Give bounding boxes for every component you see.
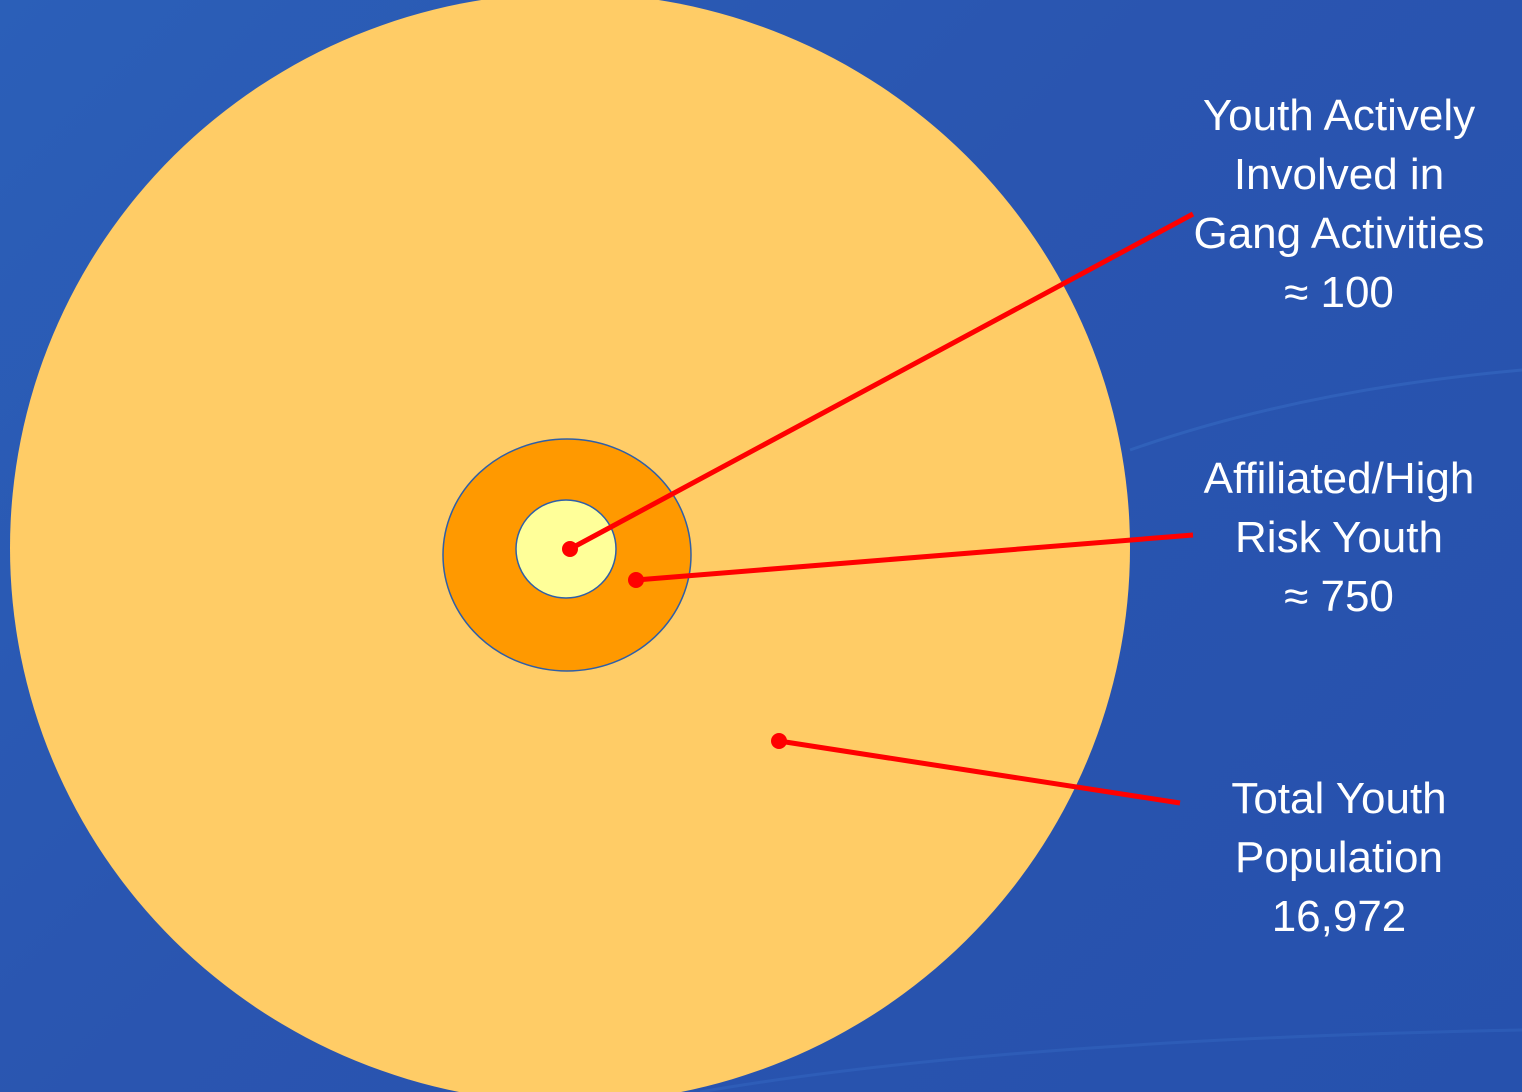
leader-line-active (568, 211, 1195, 552)
leader-dot-total (771, 733, 787, 749)
leader-line-risk (635, 532, 1194, 583)
background-swoosh (1129, 368, 1522, 452)
label-affiliated-high-risk: Affiliated/High Risk Youth ≈ 750 (1169, 449, 1509, 626)
label-active-gang: Youth Actively Involved in Gang Activiti… (1169, 86, 1509, 322)
leader-dot-risk (628, 572, 644, 588)
label-value: ≈ 100 (1284, 268, 1394, 317)
label-line: Total Youth (1231, 774, 1447, 823)
label-line: Youth Actively (1202, 91, 1476, 140)
label-value: 16,972 (1271, 892, 1407, 941)
label-line: Affiliated/High (1203, 454, 1475, 503)
leader-line-total (778, 738, 1181, 806)
label-line: Gang Activities (1193, 209, 1485, 258)
label-value: ≈ 750 (1284, 572, 1394, 621)
leader-dot-active (562, 541, 578, 557)
label-total-youth: Total Youth Population 16,972 (1169, 769, 1509, 946)
label-line: Involved in (1233, 150, 1445, 199)
label-line: Risk Youth (1235, 513, 1443, 562)
background-swoosh (699, 1028, 1522, 1092)
label-line: Population (1235, 833, 1443, 882)
